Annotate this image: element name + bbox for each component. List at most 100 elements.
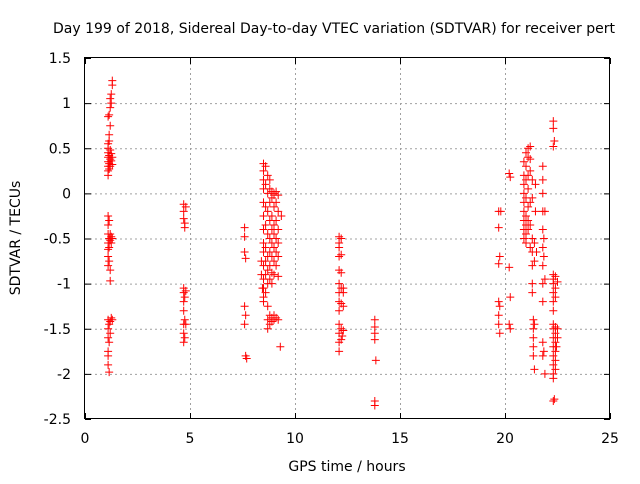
y-tick-label: 0 [62, 186, 71, 202]
data-point [104, 245, 113, 254]
x-tick-label: 20 [496, 431, 514, 447]
data-point [549, 351, 558, 360]
data-point [106, 276, 115, 285]
y-axis-label: SDTVAR / TECUs [8, 181, 24, 296]
data-point [553, 333, 562, 342]
data-point [274, 239, 283, 248]
data-point [106, 317, 115, 326]
data-point [180, 315, 189, 324]
data-point [105, 243, 114, 252]
data-point [549, 306, 558, 315]
data-point [272, 187, 281, 196]
y-tick-label: -0.5 [44, 232, 71, 248]
data-point [528, 193, 537, 202]
data-point [106, 266, 115, 275]
data-point [551, 365, 560, 374]
data-point [257, 257, 266, 266]
data-point [552, 342, 561, 351]
data-point [524, 153, 533, 162]
data-point [179, 329, 188, 338]
data-point [495, 329, 504, 338]
data-point [494, 311, 503, 320]
data-point [179, 214, 188, 223]
y-axis-tick-labels: 1.5 1 0.5 0 -0.5 -1 -1.5 -2 -2.5 [44, 51, 71, 428]
data-point [107, 313, 116, 322]
data-point [180, 333, 189, 342]
data-point [551, 356, 560, 365]
data-point [549, 360, 558, 369]
data-point [538, 338, 547, 347]
data-point [106, 329, 115, 338]
data-point [179, 338, 188, 347]
data-point [108, 160, 117, 169]
data-point [539, 252, 548, 261]
data-point [265, 175, 274, 184]
data-point [505, 320, 514, 329]
data-point [263, 266, 272, 275]
data-point [106, 155, 115, 164]
data-point [261, 243, 270, 252]
data-point [180, 223, 189, 232]
data-point [267, 268, 276, 277]
data-point [529, 333, 538, 342]
data-point [524, 202, 533, 211]
data-point [494, 297, 503, 306]
data-point [519, 207, 528, 216]
data-point [105, 368, 114, 377]
data-point [337, 335, 346, 344]
y-tick-label: -2 [57, 367, 71, 383]
data-point [524, 171, 533, 180]
x-tick-label: 15 [391, 431, 409, 447]
data-point [550, 395, 559, 404]
data-point [338, 331, 347, 340]
data-point [339, 288, 348, 297]
data-point [104, 220, 113, 229]
data-point [107, 90, 116, 99]
data-point [242, 354, 251, 363]
data-point [549, 124, 558, 133]
x-tick-label: 5 [186, 431, 195, 447]
data-point [529, 324, 538, 333]
y-tick-label: -1 [57, 277, 71, 293]
data-point [241, 254, 250, 263]
data-point [272, 248, 281, 257]
data-point [181, 286, 190, 295]
data-point [526, 166, 535, 175]
data-point [180, 293, 189, 302]
data-point [181, 320, 190, 329]
data-point [337, 268, 346, 277]
data-point [370, 315, 379, 324]
data-point [107, 149, 116, 158]
data-point [108, 76, 117, 85]
data-point [495, 302, 504, 311]
data-point [540, 369, 549, 378]
data-point [259, 297, 268, 306]
data-point [104, 252, 113, 261]
data-point [272, 216, 281, 225]
data-point [261, 288, 270, 297]
data-point [339, 302, 348, 311]
data-point [530, 239, 539, 248]
data-point [261, 162, 270, 171]
data-point [277, 211, 286, 220]
data-point [549, 288, 558, 297]
data-point [259, 239, 268, 248]
data-point [267, 211, 276, 220]
data-point [530, 365, 539, 374]
data-point [526, 243, 535, 252]
data-point [261, 180, 270, 189]
data-point [335, 306, 344, 315]
data-point [539, 234, 548, 243]
data-point [337, 250, 346, 259]
data-point [370, 401, 379, 410]
data-point [274, 272, 283, 281]
data-point [104, 360, 113, 369]
data-point [106, 121, 115, 130]
data-point [531, 207, 540, 216]
data-point [337, 234, 346, 243]
data-point [108, 153, 117, 162]
data-point [529, 342, 538, 351]
data-point [526, 220, 535, 229]
data-point [104, 171, 113, 180]
data-point [335, 279, 344, 288]
